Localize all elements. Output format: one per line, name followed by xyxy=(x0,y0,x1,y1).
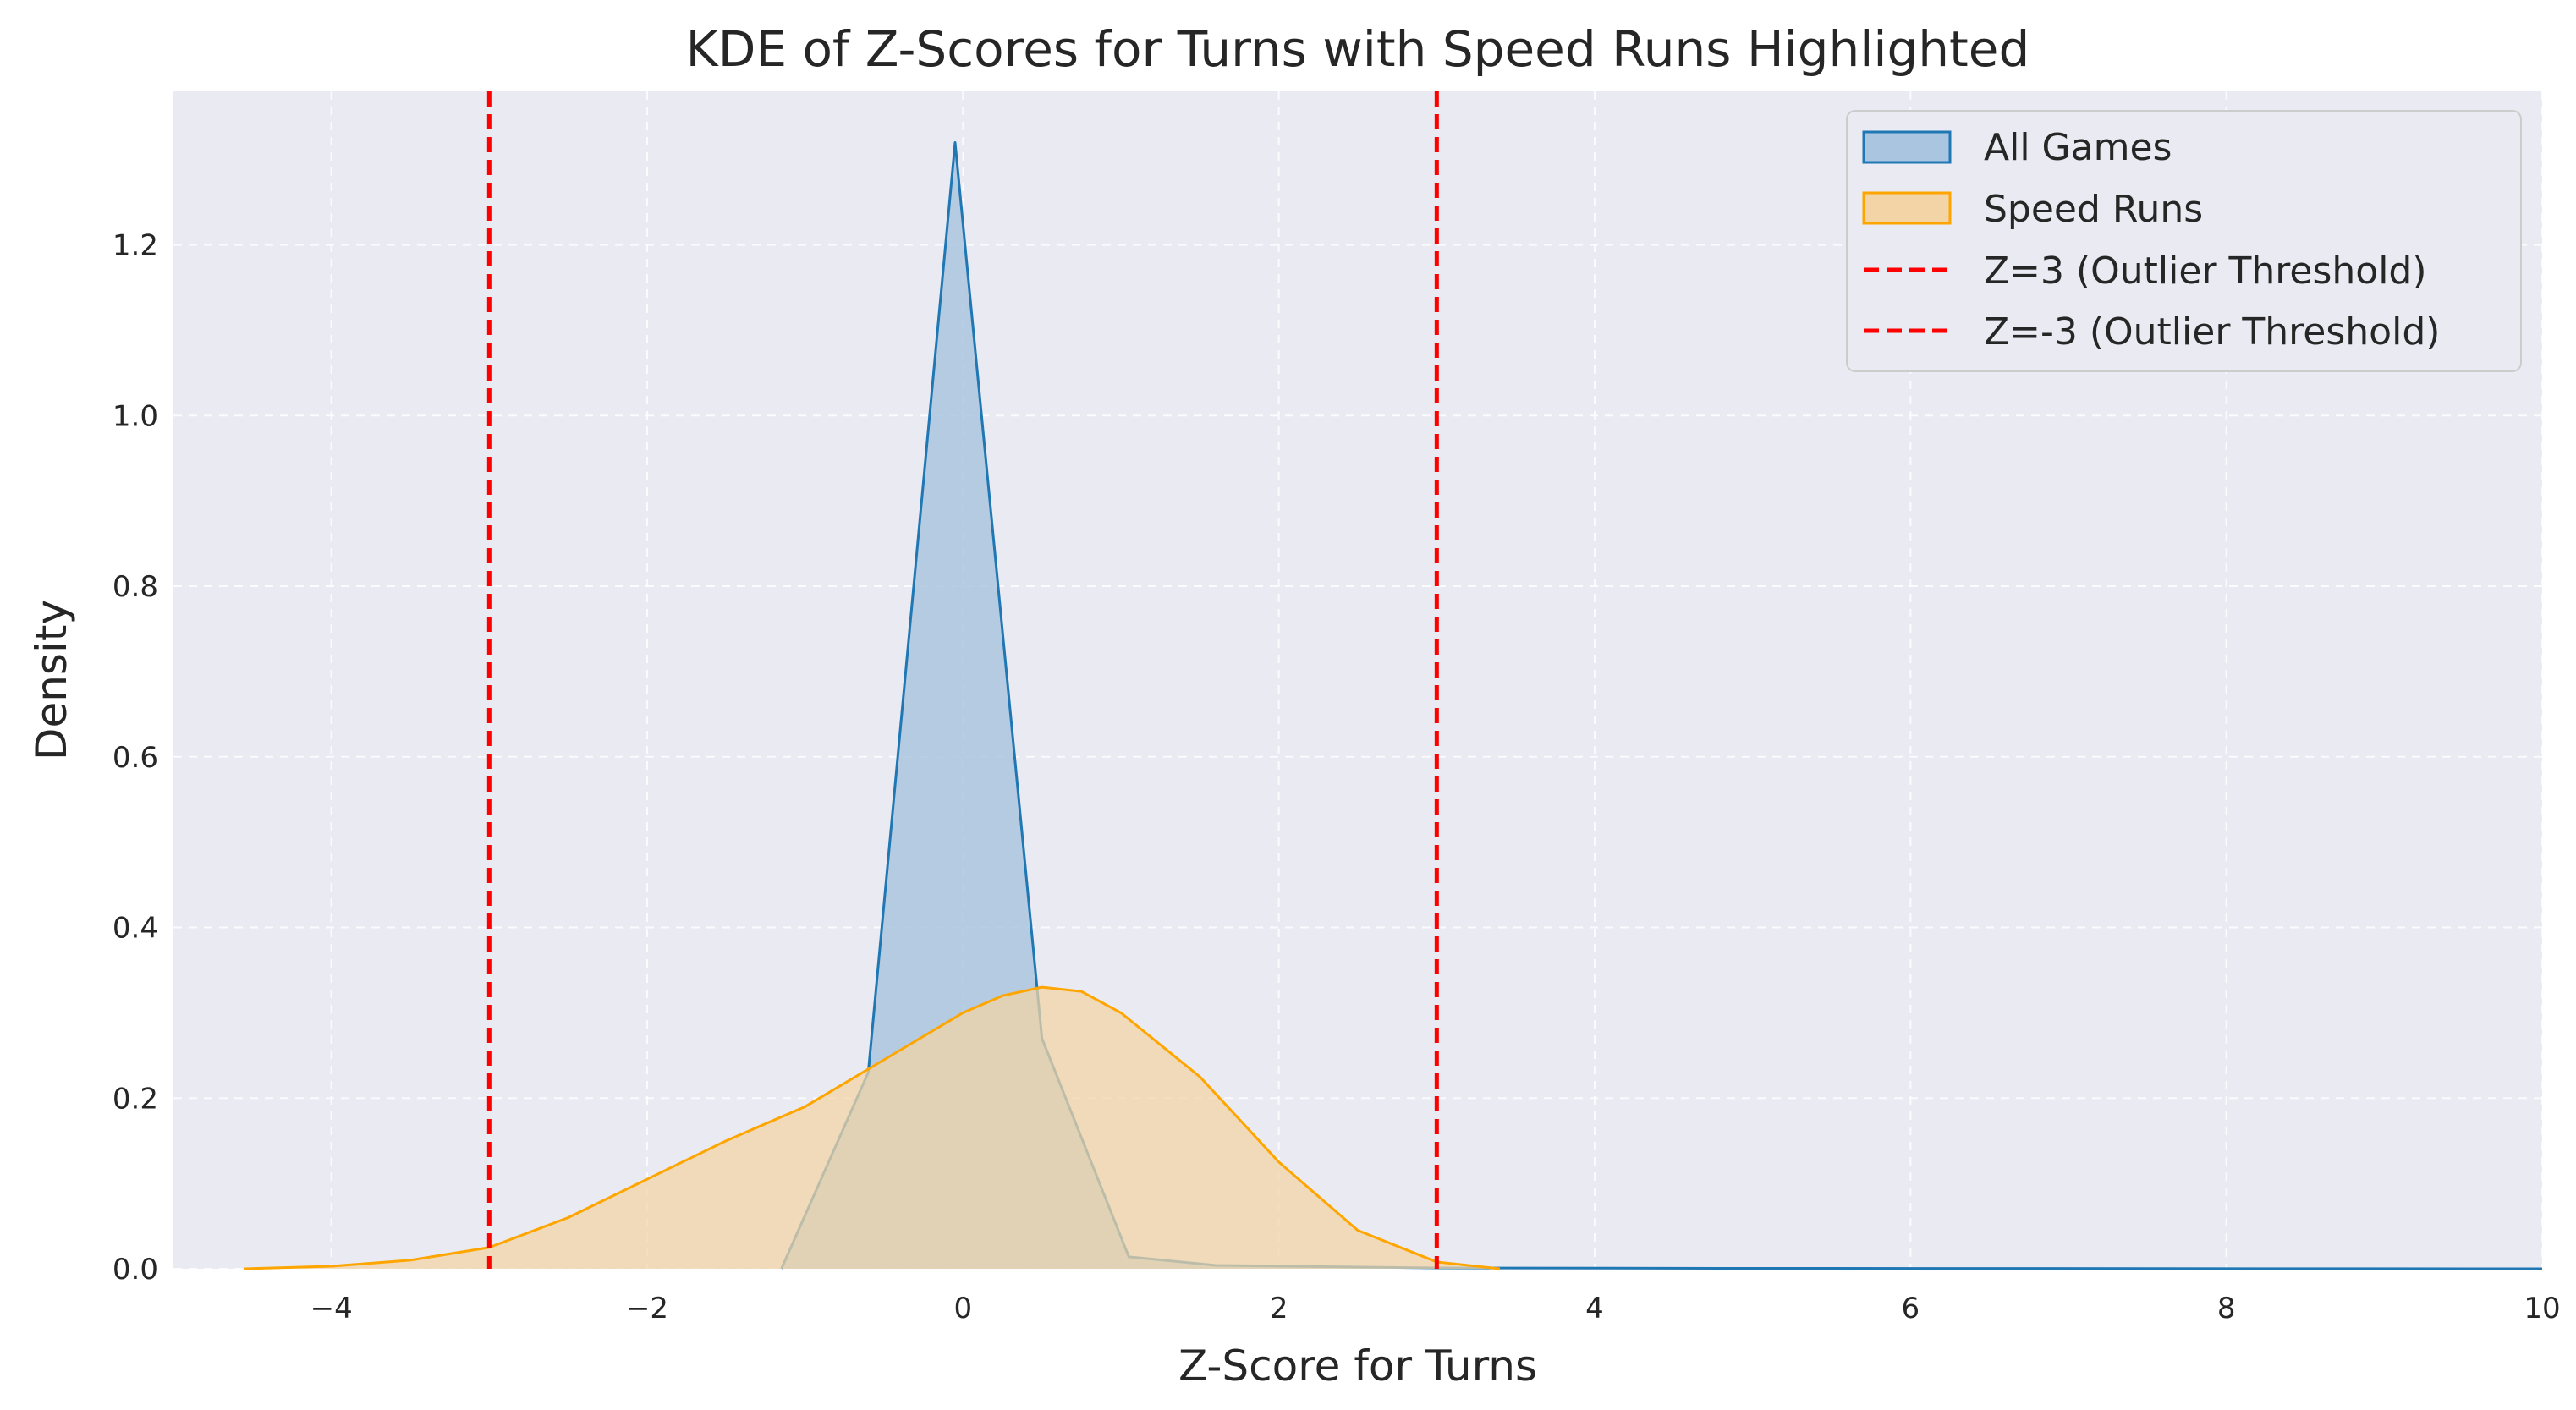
legend-label-all-games: All Games xyxy=(1984,126,2172,169)
y-tick-label: 0.8 xyxy=(113,570,158,604)
x-tick-label: 4 xyxy=(1585,1292,1604,1325)
x-tick-label: 10 xyxy=(2524,1292,2560,1325)
x-axis-ticks: −4 −2 0 2 4 6 8 10 xyxy=(310,1292,2561,1325)
x-tick-label: 0 xyxy=(954,1292,973,1325)
y-tick-label: 0.0 xyxy=(113,1253,158,1287)
y-tick-label: 1.2 xyxy=(113,229,158,263)
threshold-lines xyxy=(486,91,1439,1269)
legend-label-z3: Z=3 (Outlier Threshold) xyxy=(1984,250,2427,293)
legend-box xyxy=(1846,110,2522,372)
chart-title: KDE of Z-Scores for Turns with Speed Run… xyxy=(686,20,2030,78)
y-tick-label: 0.4 xyxy=(113,912,158,946)
legend-label-speed-runs: Speed Runs xyxy=(1984,188,2203,231)
legend-swatch-all-games xyxy=(1862,130,1952,164)
x-tick-label: 2 xyxy=(1270,1292,1288,1325)
x-tick-label: −2 xyxy=(626,1292,668,1325)
y-axis-ticks: 0.0 0.2 0.4 0.6 0.8 1.0 1.2 xyxy=(113,229,158,1287)
y-tick-label: 0.2 xyxy=(113,1082,158,1116)
x-tick-label: 6 xyxy=(1902,1292,1920,1325)
x-axis-label: Z-Score for Turns xyxy=(1178,1341,1537,1391)
legend-swatch-speed-runs xyxy=(1862,191,1952,225)
area-speed-runs xyxy=(244,987,1500,1269)
x-tick-label: 8 xyxy=(2217,1292,2236,1325)
x-tick-label: −4 xyxy=(310,1292,353,1325)
y-tick-label: 0.6 xyxy=(113,741,158,775)
legend-label-z-neg3: Z=-3 (Outlier Threshold) xyxy=(1984,310,2440,354)
y-axis-label: Density xyxy=(27,600,76,760)
legend: All Games Speed Runs Z=3 (Outlier Thresh… xyxy=(1846,110,2522,372)
y-tick-label: 1.0 xyxy=(113,399,158,433)
